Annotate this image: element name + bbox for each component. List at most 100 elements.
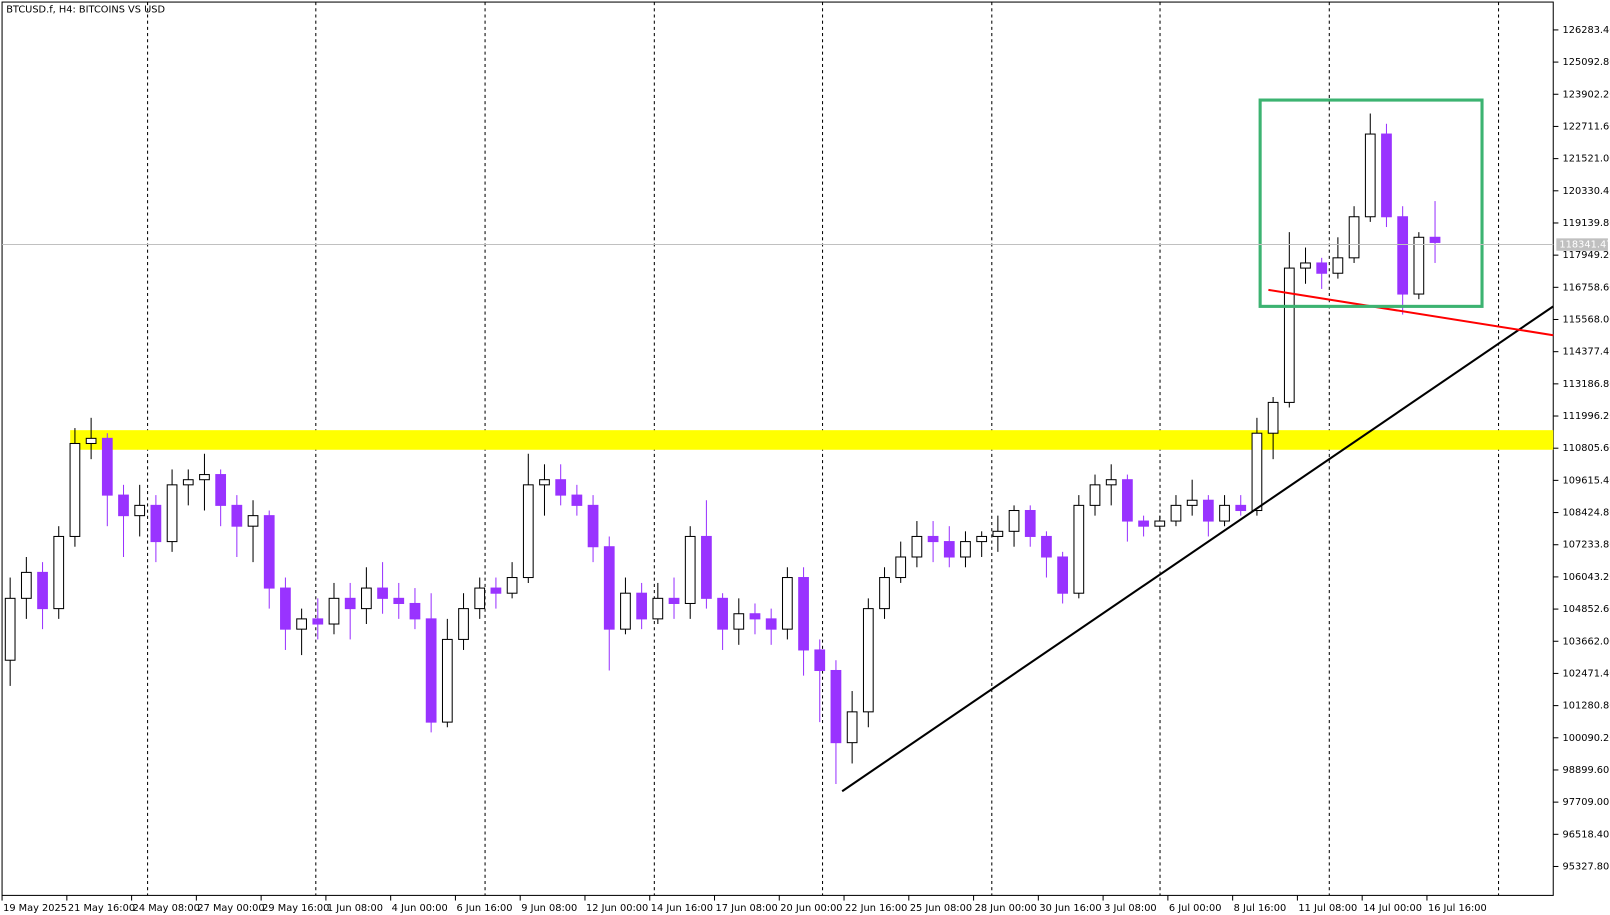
candle-body xyxy=(684,535,696,604)
candle-body xyxy=(539,479,550,486)
candle-body xyxy=(458,608,469,640)
candle-body xyxy=(20,571,32,599)
candle-body xyxy=(474,587,486,610)
candle-body xyxy=(247,515,259,527)
candle-body xyxy=(1364,133,1376,218)
candle-body xyxy=(1316,262,1328,274)
candle-body xyxy=(603,546,615,630)
y-tick-label: 103662.00 xyxy=(1563,636,1610,647)
candle-body xyxy=(490,587,502,594)
candle-body xyxy=(1413,236,1425,295)
candle-body xyxy=(1300,262,1311,269)
candle-body xyxy=(652,597,664,620)
y-tick-label: 116758.60 xyxy=(1563,282,1610,293)
candle-body xyxy=(1170,504,1182,522)
candle-body xyxy=(620,592,631,630)
candle-body xyxy=(150,504,162,543)
x-tick-label: 22 Jun 16:00 xyxy=(845,903,907,914)
candle-body xyxy=(1122,479,1133,522)
candle-body xyxy=(425,618,437,723)
y-tick-label: 98899.60 xyxy=(1563,765,1610,776)
candle-body xyxy=(636,592,648,620)
candle-body xyxy=(943,541,955,558)
candle-body xyxy=(1202,499,1214,522)
candle-body xyxy=(749,613,761,620)
y-tick-label: 123902.20 xyxy=(1563,89,1610,100)
candle-body xyxy=(328,597,340,625)
candle-body xyxy=(1008,509,1020,532)
y-tick-label: 126283.40 xyxy=(1563,25,1610,36)
highlight-box xyxy=(1258,98,1484,308)
candle-body xyxy=(1283,267,1295,403)
candle-body xyxy=(1057,556,1068,594)
y-tick-label: 121521.00 xyxy=(1563,154,1610,165)
candle-body xyxy=(409,602,421,620)
candle-body xyxy=(1429,236,1441,243)
candle-body xyxy=(134,504,146,517)
candle-body xyxy=(215,474,227,506)
candle-body xyxy=(231,504,243,527)
candle-body xyxy=(101,437,113,496)
candle-body xyxy=(911,535,923,558)
y-tick-label: 107233.80 xyxy=(1563,540,1610,551)
chart-title: BTCUSD.f, H4: BITCOINS VS USD xyxy=(6,4,165,15)
candle-body xyxy=(555,479,567,496)
x-tick-label: 1 Jun 08:00 xyxy=(327,903,383,914)
x-tick-label: 28 Jun 00:00 xyxy=(975,903,1037,914)
candle-body xyxy=(263,515,275,589)
x-tick-label: 21 May 16:00 xyxy=(68,903,135,914)
x-tick-label: 25 Jun 08:00 xyxy=(910,903,972,914)
candle-body xyxy=(862,608,874,713)
candle-body xyxy=(1041,535,1052,558)
candle-body xyxy=(1154,520,1166,527)
candle-body xyxy=(1138,520,1149,527)
candle-body xyxy=(1267,401,1279,434)
candle-body xyxy=(361,587,372,610)
candle-body xyxy=(960,541,971,558)
candle-body xyxy=(781,577,793,630)
y-tick-label: 95327.80 xyxy=(1563,861,1610,872)
y-tick-label: 102471.40 xyxy=(1563,668,1610,679)
candle-body xyxy=(312,618,324,625)
x-tick-label: 20 Jun 00:00 xyxy=(780,903,842,914)
candle-body xyxy=(668,597,680,604)
candle-body xyxy=(393,597,405,604)
candle-body xyxy=(37,571,48,610)
candle-body xyxy=(1105,479,1117,486)
x-tick-label: 29 May 16:00 xyxy=(262,903,329,914)
candle-body xyxy=(1381,133,1392,218)
candle-body xyxy=(1235,504,1247,512)
candle-body xyxy=(717,597,728,630)
candle-body xyxy=(1024,509,1036,537)
candle-body xyxy=(1348,216,1360,259)
candle-body xyxy=(344,597,356,610)
candle-body xyxy=(1089,484,1101,506)
candle-body xyxy=(4,597,16,661)
y-tick-label: 106043.20 xyxy=(1563,572,1610,583)
x-tick-label: 11 Jul 08:00 xyxy=(1298,903,1357,914)
x-tick-label: 12 Jun 00:00 xyxy=(586,903,648,914)
x-tick-label: 17 Jun 08:00 xyxy=(716,903,778,914)
candle-body xyxy=(522,484,534,579)
candle-body xyxy=(1219,504,1230,522)
candle-body xyxy=(166,484,178,543)
x-tick-label: 19 May 2025 xyxy=(3,903,67,914)
candle-body xyxy=(280,587,291,630)
candle-body xyxy=(506,577,518,594)
y-tick-label: 100090.20 xyxy=(1563,733,1610,744)
y-tick-label: 96518.40 xyxy=(1563,829,1610,840)
current-price-label: 118341.47 xyxy=(1559,240,1610,251)
y-tick-label: 97709.00 xyxy=(1563,797,1610,808)
candle-body xyxy=(441,638,453,723)
candle-body xyxy=(69,442,81,537)
candle-body xyxy=(1397,216,1409,295)
x-tick-label: 27 May 00:00 xyxy=(197,903,264,914)
candles xyxy=(4,113,1441,785)
candle-body xyxy=(927,535,939,543)
x-tick-label: 6 Jul 00:00 xyxy=(1169,903,1222,914)
candle-body xyxy=(85,437,97,445)
current-price-box xyxy=(1556,238,1608,251)
candle-body xyxy=(1186,499,1198,506)
y-tick-label: 122711.60 xyxy=(1563,121,1610,132)
